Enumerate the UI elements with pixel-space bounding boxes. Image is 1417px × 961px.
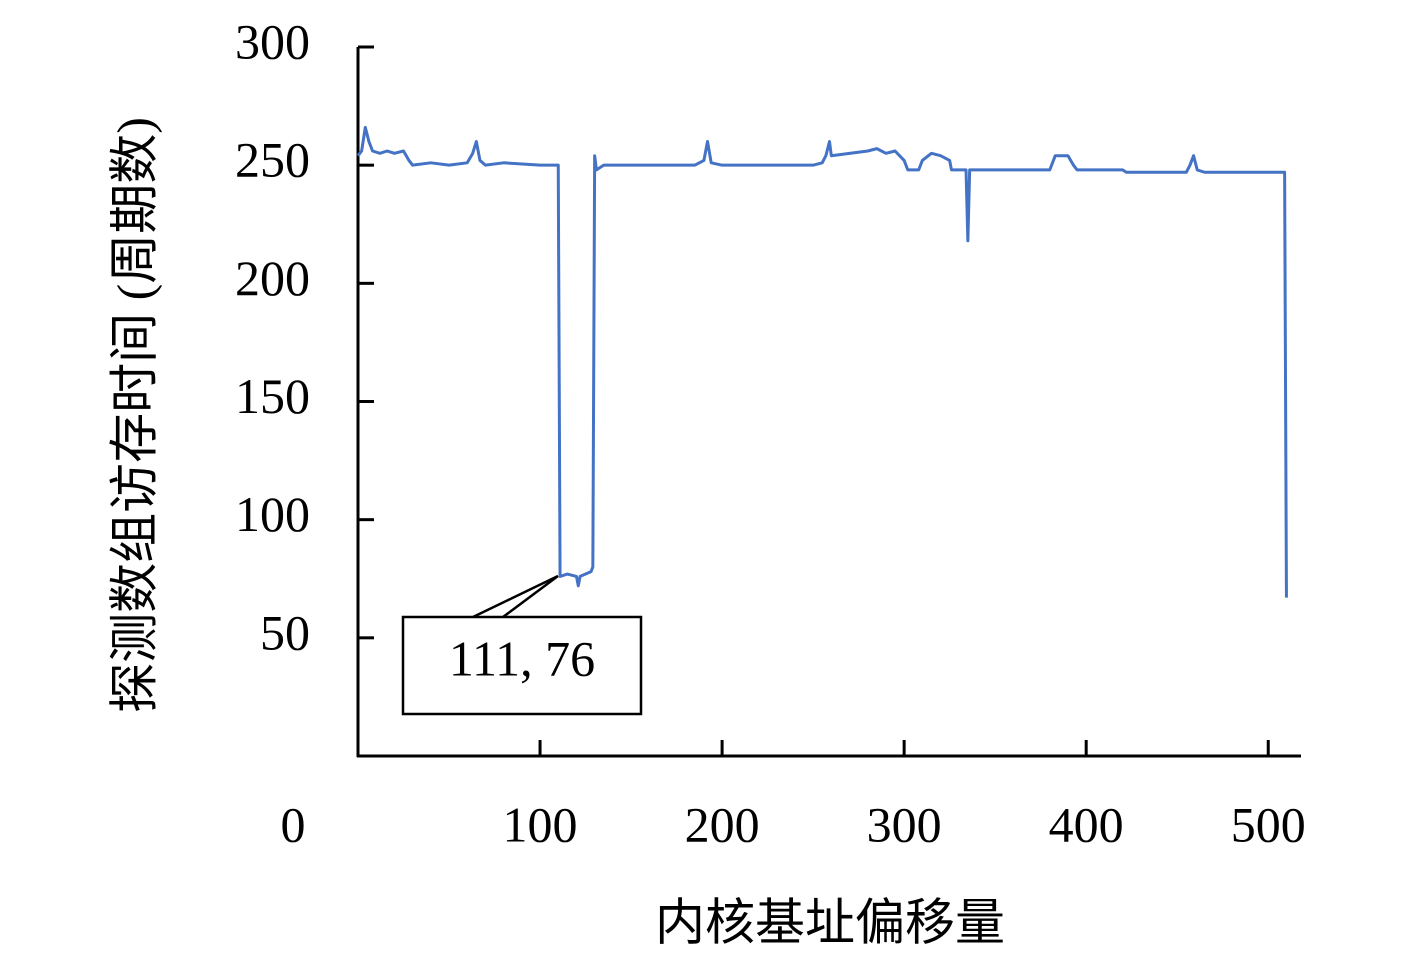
x-tick-label: 300 (867, 796, 942, 852)
x-tick-label: 500 (1231, 796, 1306, 852)
leader-line (472, 574, 559, 619)
x-axis-label: 内核基址偏移量 (655, 894, 1005, 950)
y-tick-label: 200 (235, 250, 310, 306)
leader-line (502, 574, 559, 619)
y-tick-label: 50 (260, 604, 310, 660)
annotation-text: 111, 76 (449, 630, 595, 686)
y-axis-label: 探测数组访存时间 (周期数) (106, 117, 162, 713)
annotation-box (401, 615, 643, 716)
x-tick-label: 400 (1049, 796, 1124, 852)
data-line (356, 125, 1288, 598)
annotation: 111, 76 (401, 574, 643, 716)
x-tick-label: 200 (685, 796, 760, 852)
y-tick-label: 150 (235, 368, 310, 424)
x-tick-label: 0 (281, 796, 306, 852)
y-tick-label: 300 (235, 13, 310, 69)
y-tick-label: 250 (235, 132, 310, 188)
y-tick-label: 100 (235, 486, 310, 542)
x-tick-label: 100 (503, 796, 578, 852)
